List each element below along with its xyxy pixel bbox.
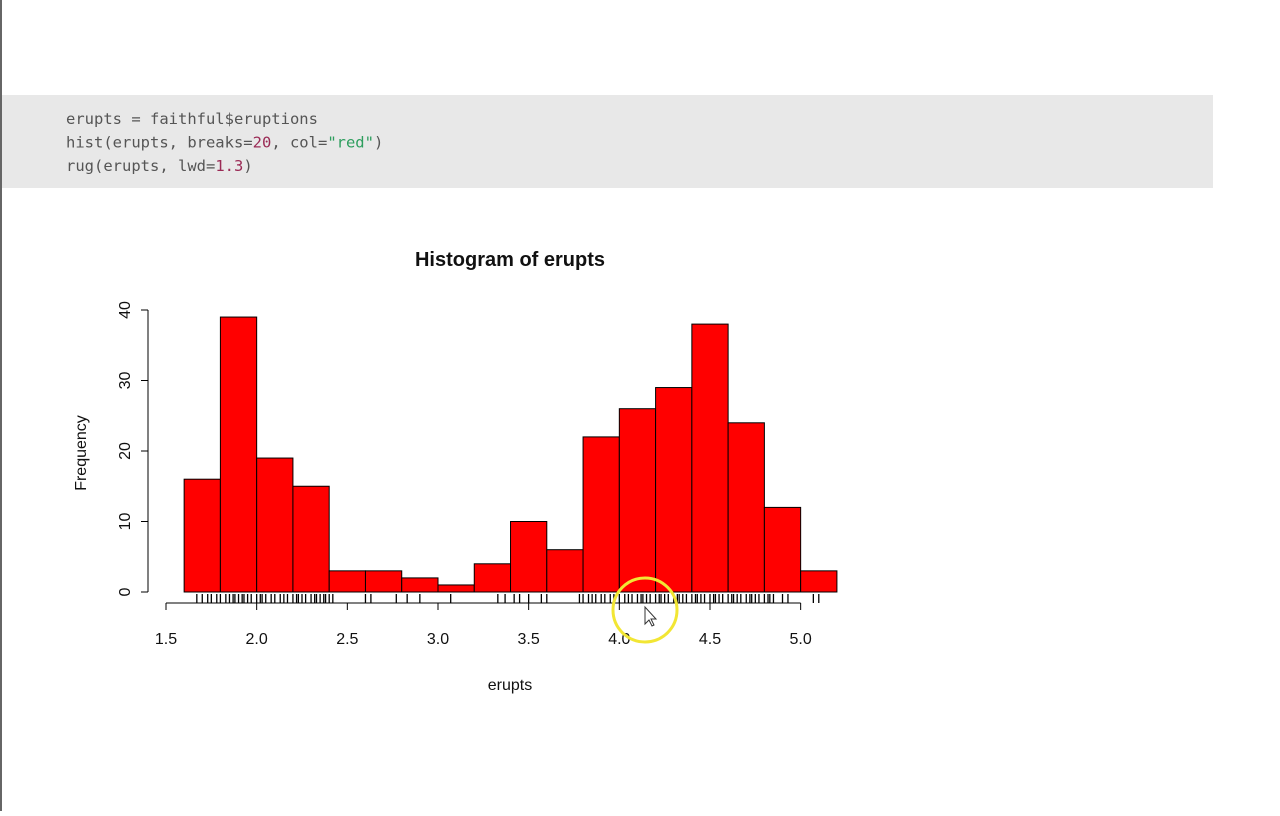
bar <box>437 584 475 593</box>
bar <box>727 422 765 593</box>
bar <box>763 506 802 593</box>
bar <box>510 521 548 593</box>
x-tick-label: 4.0 <box>608 631 630 648</box>
bar <box>800 570 838 593</box>
y-tick-label: 40 <box>117 301 134 319</box>
x-axis-label: erupts <box>488 677 532 694</box>
cursor-highlight <box>611 576 679 644</box>
y-tick-label: 20 <box>117 442 134 460</box>
mouse-cursor <box>644 605 658 627</box>
code-token: , col= <box>271 134 327 152</box>
y-axis-label: Frequency <box>73 415 90 491</box>
code-token: "red" <box>327 134 374 152</box>
bar <box>219 316 258 593</box>
code-token: rug(erupts, lwd= <box>66 157 215 175</box>
bar <box>292 485 330 593</box>
bar <box>473 563 512 593</box>
bar <box>364 570 403 593</box>
x-tick-label: 2.0 <box>246 631 268 648</box>
bar <box>618 408 657 593</box>
code-token: erupts = faithful$eruptions <box>66 110 318 128</box>
bar <box>655 387 693 593</box>
code-line: erupts = faithful$eruptions <box>66 110 318 128</box>
bar <box>401 577 439 593</box>
bar <box>582 436 620 593</box>
x-tick-label: 3.0 <box>427 631 449 648</box>
x-tick-label: 2.5 <box>336 631 358 648</box>
y-tick-label: 0 <box>117 587 134 596</box>
x-tick-label: 5.0 <box>790 631 812 648</box>
x-tick-label: 1.5 <box>155 631 177 648</box>
code-token: hist(erupts, breaks= <box>66 134 253 152</box>
x-tick-label: 3.5 <box>518 631 540 648</box>
y-tick-label: 10 <box>117 513 134 531</box>
code-line: rug(erupts, lwd=1.3) <box>66 157 253 175</box>
window-edge <box>0 0 2 811</box>
plot: 0 10 20 30 40 1.5 2.0 2.5 3.0 3.5 4.0 4.5 5.0 <box>117 301 838 648</box>
bar <box>183 478 221 593</box>
x-tick-label: 4.5 <box>699 631 721 648</box>
code-block <box>2 95 1213 188</box>
code-lines: erupts = faithful$eruptions hist(erupts, … <box>66 110 383 175</box>
bar <box>328 570 366 593</box>
code-token: ) <box>243 157 252 175</box>
bar <box>546 549 584 593</box>
code-line: hist(erupts, breaks=20, col="red") <box>66 134 383 152</box>
code-token: 1.3 <box>215 157 243 175</box>
y-tick-label: 30 <box>117 372 134 390</box>
code-token: 20 <box>253 134 272 152</box>
chart-title: Histogram of erupts <box>415 249 605 271</box>
bar <box>256 457 294 593</box>
bar <box>691 323 729 593</box>
code-token: ) <box>374 134 383 152</box>
